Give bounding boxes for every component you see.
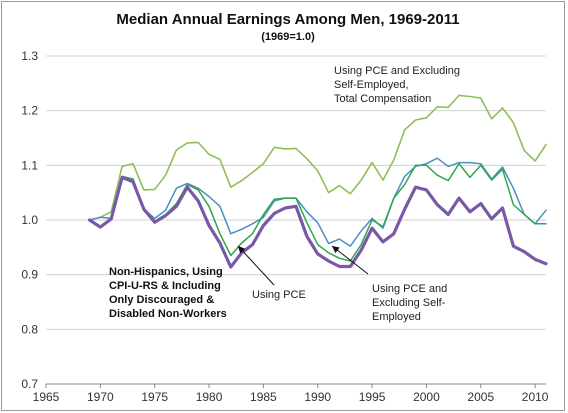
chart-subtitle: (1969=1.0)	[261, 31, 315, 43]
series-line-4	[87, 175, 548, 269]
y-tick-label: 0.9	[21, 268, 38, 282]
annotation-total-compensation: Self-Employed,	[334, 79, 409, 91]
x-tick-label: 2010	[522, 390, 549, 404]
annotations: Using PCE and Excluding Self-Employed, Tot…	[109, 65, 460, 323]
x-tick-label: 1975	[141, 390, 168, 404]
y-tick-label: 0.8	[21, 322, 38, 336]
annotation-non-hispanics: Disabled Non-Workers	[109, 308, 227, 320]
series-line-2	[88, 157, 547, 247]
tick-labels: 0.7 0.8 0.9 1.0 1.1 1.2 1.3 1965 1970 1975 1980 198…	[21, 49, 548, 404]
annotation-non-hispanics: Only Discouraged &	[109, 294, 214, 306]
annotation-non-hispanics: Non-Hispanics, Using	[109, 266, 223, 278]
x-tick-label: 1965	[33, 390, 60, 404]
arrow-using-pce-head	[238, 246, 246, 254]
arrow-pce-excluding	[331, 245, 369, 275]
y-tick-label: 1.2	[21, 104, 38, 118]
x-tick-label: 1985	[250, 390, 277, 404]
x-tick-label: 2000	[413, 390, 440, 404]
annotation-pce-excluding: Excluding Self-	[372, 297, 446, 309]
arrow-using-pce	[237, 245, 275, 286]
annotation-using-pce: Using PCE	[252, 289, 306, 301]
series-line-3	[88, 162, 547, 262]
annotation-total-compensation: Using PCE and Excluding	[334, 65, 460, 77]
x-tick-label: 1990	[304, 390, 331, 404]
chart-title: Median Annual Earnings Among Men, 1969-2…	[116, 11, 459, 28]
annotation-non-hispanics: CPI-U-RS & Including	[109, 280, 221, 292]
series-line-1	[88, 94, 547, 221]
y-tick-label: 1.3	[21, 49, 38, 63]
y-tick-label: 1.1	[21, 158, 38, 172]
gridlines	[45, 55, 546, 388]
x-tick-label: 1995	[359, 390, 386, 404]
y-tick-label: 0.7	[21, 377, 38, 391]
annotation-pce-excluding: Employed	[372, 311, 421, 323]
annotation-pce-excluding: Using PCE and	[372, 283, 447, 295]
annotation-total-compensation: Total Compensation	[334, 93, 431, 105]
x-tick-label: 2005	[467, 390, 494, 404]
arrow-pce-excluding-head	[332, 246, 340, 254]
y-tick-label: 1.0	[21, 213, 38, 227]
x-tick-label: 1970	[87, 390, 114, 404]
series-lines	[87, 94, 548, 269]
annotation-arrows	[237, 245, 369, 286]
x-tick-label: 1980	[196, 390, 223, 404]
